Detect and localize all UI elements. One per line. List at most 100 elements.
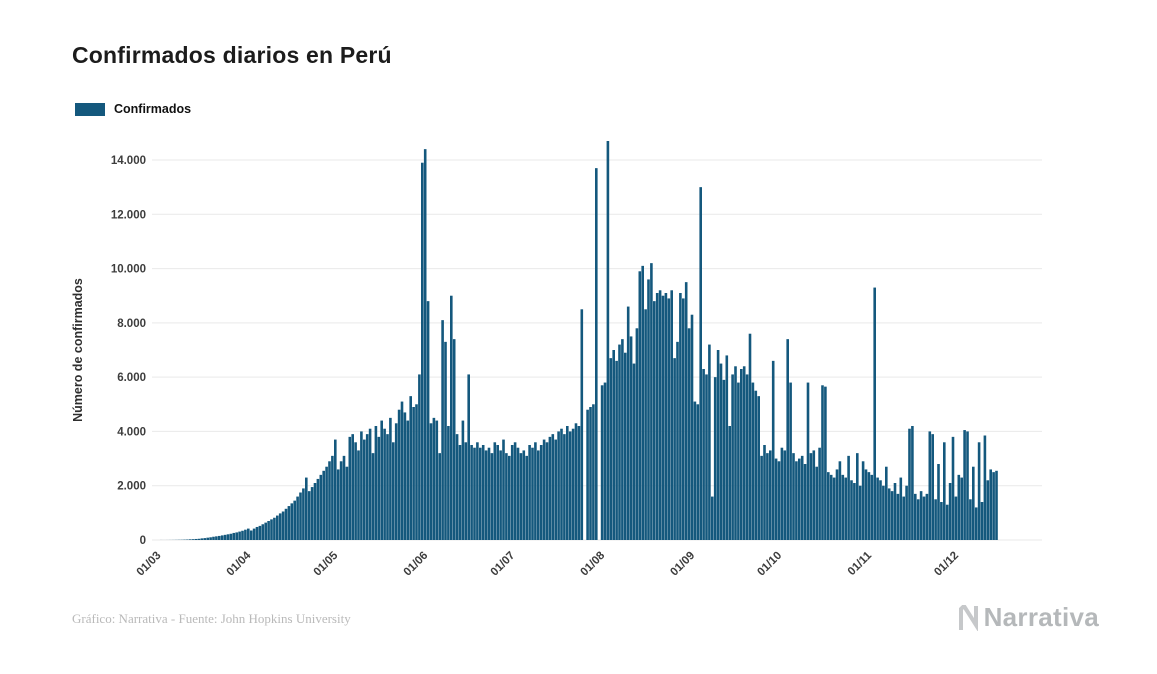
x-tick-label: 01/08 (578, 549, 607, 578)
bar (580, 309, 584, 540)
bar (951, 436, 955, 540)
bar (513, 442, 517, 540)
x-tick-label: 01/11 (846, 549, 875, 578)
bar (841, 474, 845, 540)
bar (218, 535, 221, 540)
bar (618, 344, 621, 540)
bar (336, 469, 340, 540)
bar (220, 535, 224, 540)
bar (418, 374, 421, 540)
bar (473, 447, 476, 540)
bar (914, 493, 917, 540)
bar (806, 382, 810, 540)
bar (421, 162, 424, 540)
bar (438, 453, 441, 540)
bar (606, 141, 610, 540)
bar (713, 377, 717, 540)
bar (595, 168, 598, 540)
bar (194, 538, 198, 540)
bar (316, 478, 320, 540)
bar (641, 265, 644, 540)
bar (638, 271, 642, 540)
bar (255, 526, 259, 540)
bar (960, 477, 963, 540)
bar (902, 496, 905, 540)
bar (528, 445, 531, 540)
bar (603, 382, 607, 540)
bar (919, 491, 923, 540)
legend: Confirmados (75, 102, 191, 116)
bar (522, 450, 526, 540)
y-axis-title: Número de confirmados (71, 278, 85, 422)
bar (670, 290, 673, 540)
bar (829, 474, 833, 540)
bar (728, 426, 731, 540)
chart-title: Confirmados diarios en Perú (72, 42, 392, 68)
bar (699, 187, 702, 540)
bar (893, 483, 897, 540)
bar (394, 423, 398, 540)
bar (508, 455, 511, 540)
bar (911, 426, 914, 540)
bar (687, 328, 691, 540)
bar (542, 439, 546, 540)
bar (626, 306, 630, 540)
bar (249, 530, 253, 540)
bar (655, 293, 659, 540)
bar (803, 464, 807, 540)
bar (450, 295, 453, 540)
bar (647, 279, 650, 540)
bar (212, 536, 215, 540)
bar (974, 507, 978, 540)
bar (887, 488, 891, 540)
bar (397, 409, 401, 540)
bar (992, 472, 995, 540)
bar (505, 453, 508, 540)
bar (937, 464, 940, 540)
bar (577, 426, 581, 540)
bar (905, 485, 908, 540)
bar (325, 466, 328, 540)
bar (502, 439, 505, 540)
bar (545, 442, 549, 540)
bar (731, 374, 734, 540)
bar (487, 447, 491, 540)
y-tick-label: 14.000 (111, 155, 146, 167)
bar (943, 442, 946, 540)
bar (858, 485, 862, 540)
bar (925, 493, 929, 540)
bar (719, 363, 723, 540)
bar (444, 341, 447, 540)
bar (922, 496, 926, 540)
bar (789, 382, 792, 540)
x-tick-label: 01/07 (489, 550, 518, 579)
bar (916, 499, 920, 540)
bar (537, 450, 540, 540)
bar (667, 298, 671, 540)
x-tick-label: 01/12 (932, 550, 961, 579)
bar (708, 344, 711, 540)
bar (734, 366, 737, 540)
bar (383, 428, 386, 540)
bar (287, 506, 291, 540)
bar (392, 442, 395, 540)
bar (711, 496, 714, 540)
bar (589, 407, 592, 540)
bar (818, 447, 821, 540)
bar (389, 417, 392, 540)
bar (624, 352, 627, 540)
bar (247, 528, 250, 540)
bar-chart-plot: 0 2.000 4.000 6.000 8.000 10.000 12.000 14.000 0… (71, 141, 1042, 579)
bar (783, 450, 787, 540)
bar (510, 445, 514, 540)
bar (426, 301, 430, 540)
bar (313, 483, 317, 540)
bar (592, 404, 595, 540)
bar (792, 453, 795, 540)
y-tick-label: 8.000 (117, 318, 146, 330)
bar (972, 466, 975, 540)
bar (740, 369, 743, 540)
bar (206, 537, 209, 540)
bar (319, 474, 323, 540)
bar (270, 519, 273, 540)
